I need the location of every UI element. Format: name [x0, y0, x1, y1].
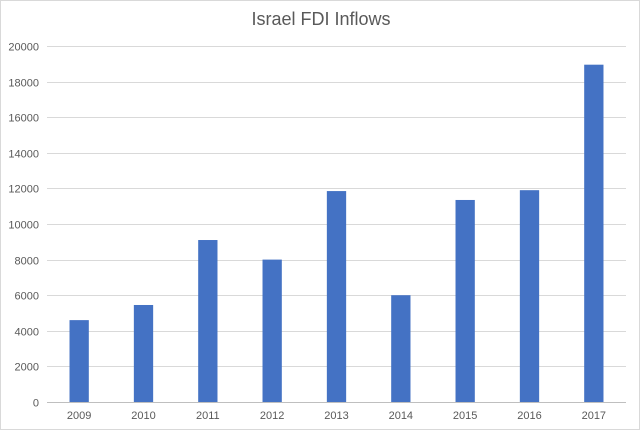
bar-2012	[262, 259, 282, 402]
bar-2013	[326, 191, 347, 402]
x-tick-label: 2009	[67, 410, 91, 422]
bar-2009	[69, 320, 89, 402]
y-tick-label: 2000	[15, 362, 39, 374]
x-tick-label: 2016	[517, 410, 541, 422]
x-tick-label: 2017	[582, 410, 606, 422]
bar-2014	[391, 295, 411, 402]
x-tick-label: 2010	[131, 410, 155, 422]
bar-2015	[455, 199, 475, 402]
y-tick-label: 16000	[8, 113, 39, 125]
x-tick-label: 2011	[196, 410, 220, 422]
y-tick-label: 12000	[8, 184, 39, 196]
y-tick-label: 14000	[8, 149, 39, 161]
y-tick-label: 10000	[8, 220, 39, 232]
y-tick-label: 18000	[8, 78, 39, 90]
bar-2010	[133, 304, 154, 402]
x-tick-label: 2012	[260, 410, 284, 422]
bar-2017	[584, 64, 604, 402]
x-tick-label: 2015	[453, 410, 477, 422]
x-tick-label: 2014	[389, 410, 413, 422]
y-tick-label: 0	[33, 398, 39, 410]
x-tick-label: 2013	[324, 410, 348, 422]
chart-title: Israel FDI Inflows	[251, 9, 391, 29]
y-tick-label: 20000	[8, 42, 39, 54]
bar-2011	[198, 240, 218, 402]
y-tick-label: 8000	[15, 256, 39, 268]
bar-2016	[519, 190, 540, 402]
y-tick-label: 6000	[15, 291, 39, 303]
y-tick-label: 4000	[15, 327, 39, 339]
